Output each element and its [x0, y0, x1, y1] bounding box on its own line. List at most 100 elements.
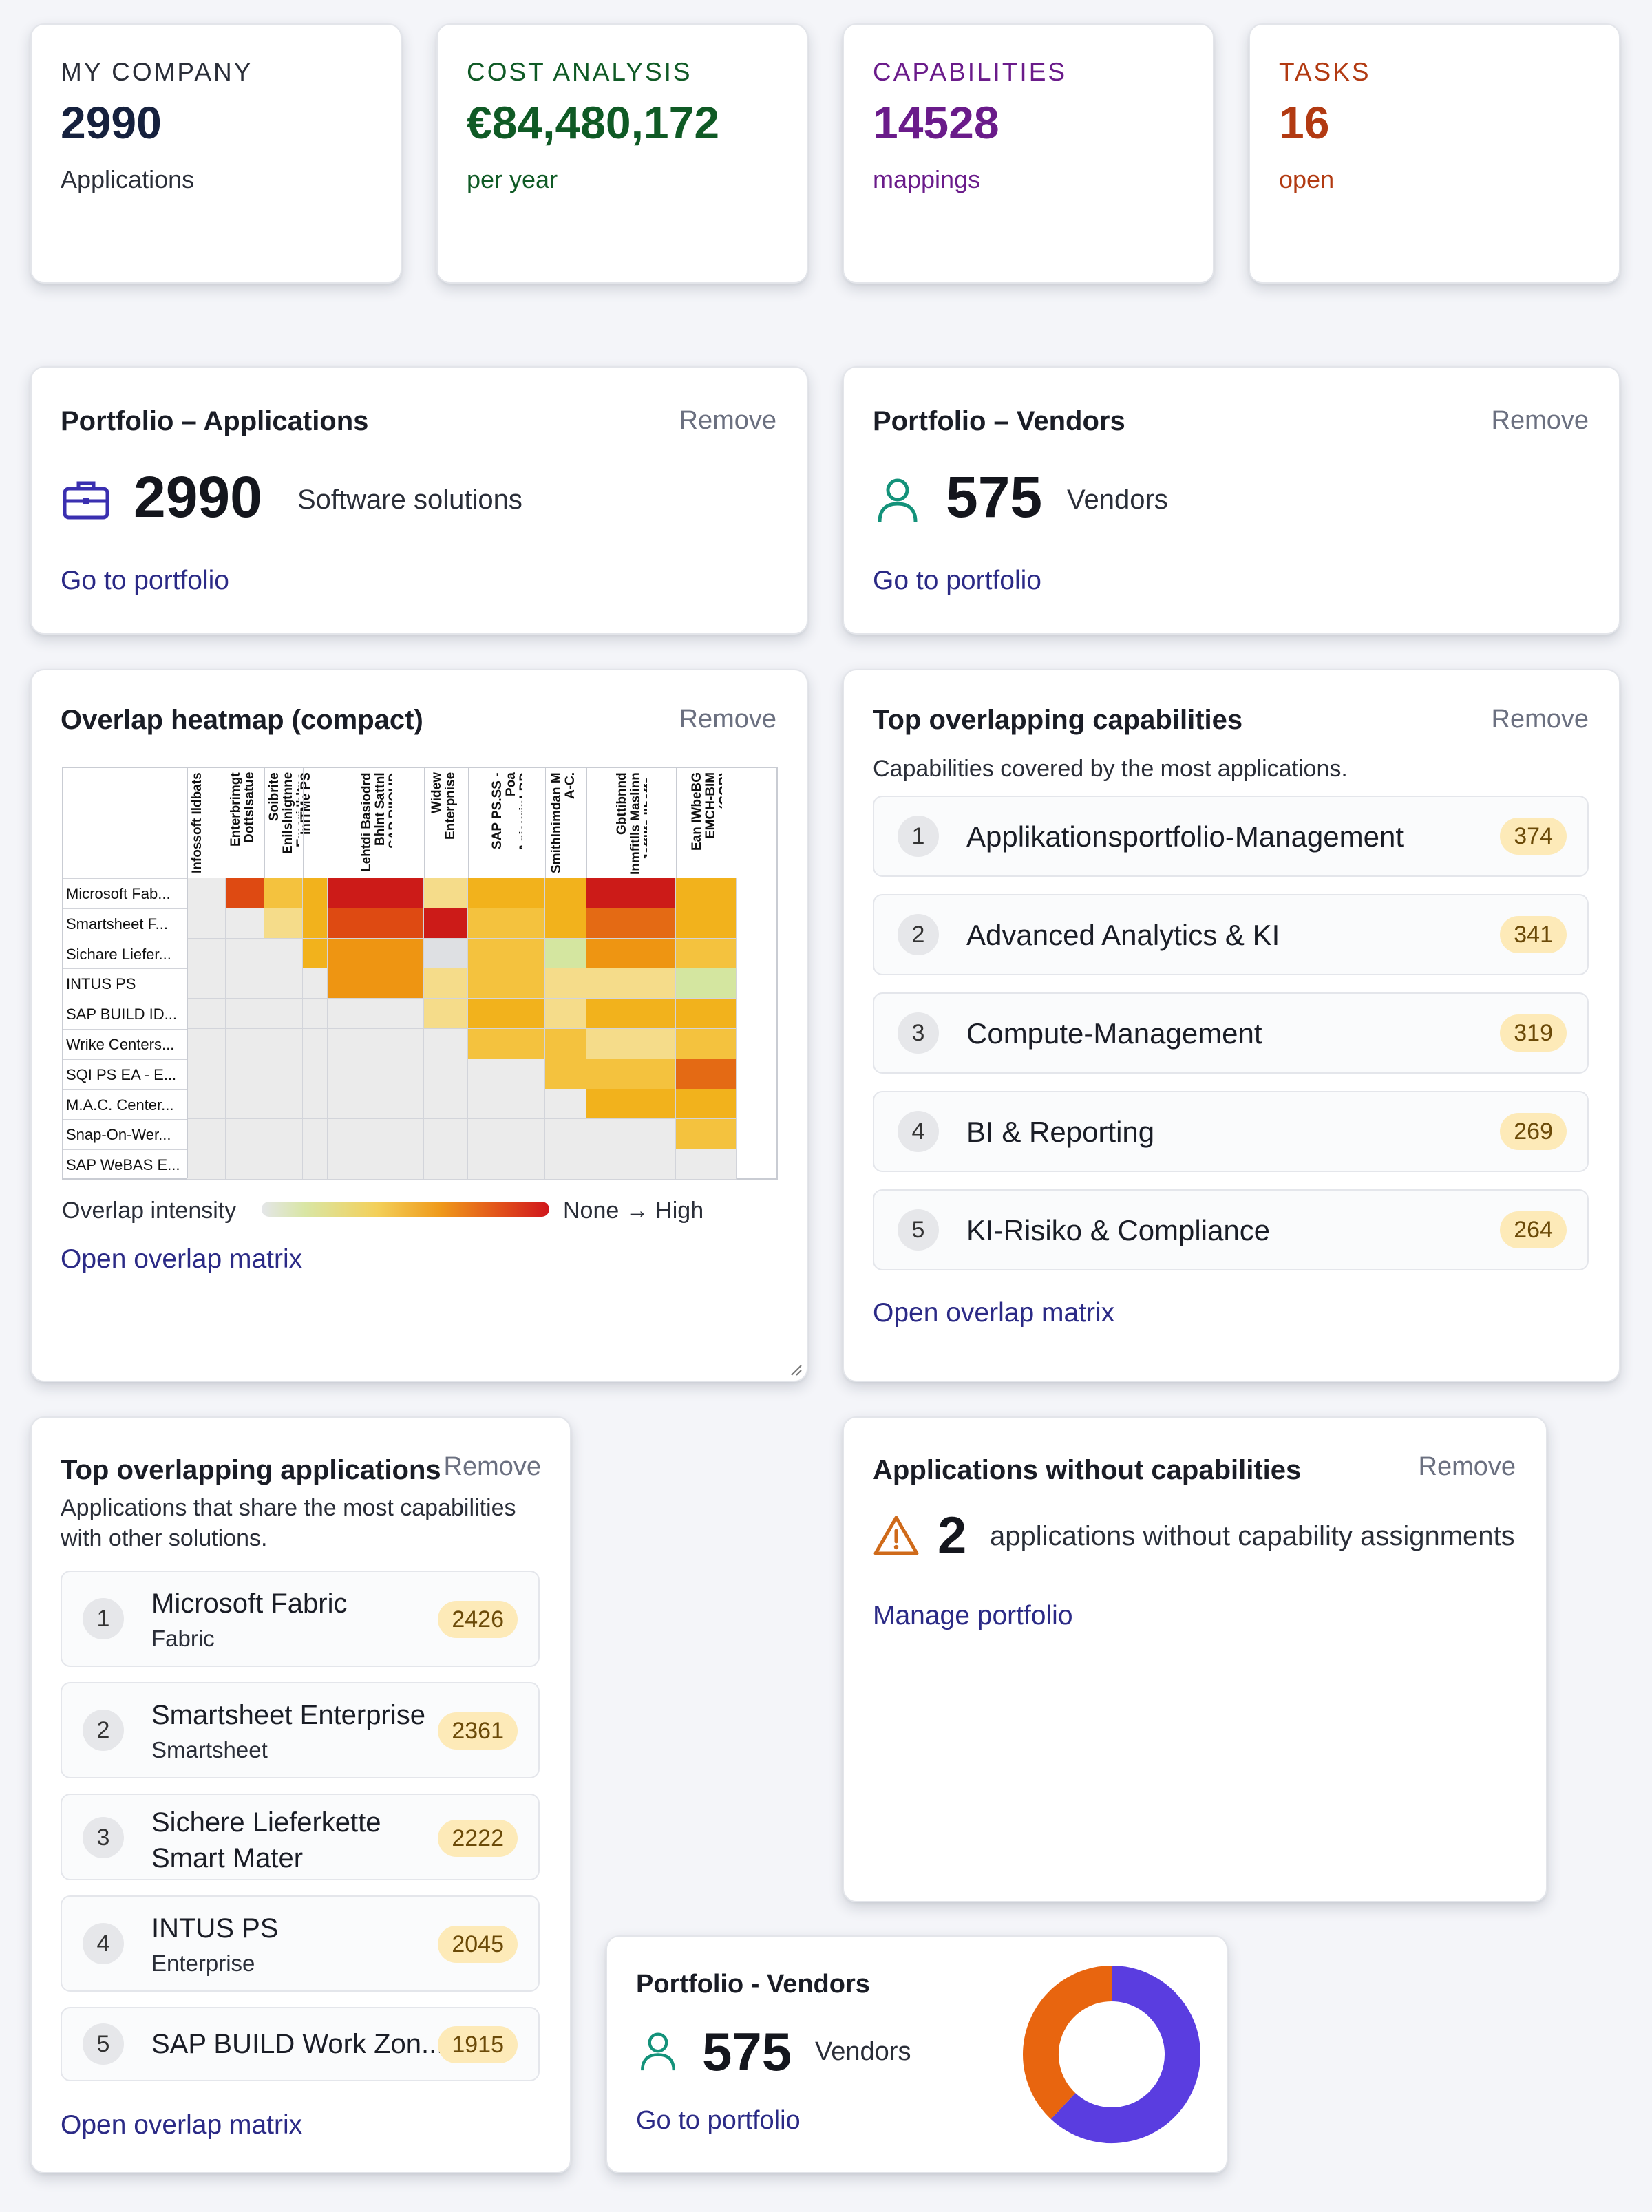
- heatmap-cell[interactable]: [328, 1149, 424, 1180]
- go-to-portfolio-link[interactable]: Go to portfolio: [873, 566, 1041, 595]
- heatmap-cell[interactable]: [468, 908, 545, 939]
- heatmap-cell[interactable]: [545, 1119, 586, 1150]
- heatmap-cell[interactable]: [303, 1029, 328, 1059]
- heatmap-cell[interactable]: [226, 938, 264, 969]
- heatmap-cell[interactable]: [545, 938, 586, 969]
- remove-button[interactable]: Remove: [1491, 705, 1589, 734]
- heatmap-cell[interactable]: [586, 1119, 676, 1150]
- open-overlap-matrix-link[interactable]: Open overlap matrix: [873, 1298, 1115, 1328]
- heatmap-cell[interactable]: [468, 1029, 545, 1059]
- heatmap-cell[interactable]: [586, 878, 676, 908]
- heatmap-cell[interactable]: [676, 878, 737, 908]
- heatmap-cell[interactable]: [424, 1089, 468, 1120]
- heatmap-cell[interactable]: [303, 999, 328, 1029]
- list-item[interactable]: 2 Advanced Analytics & KI 341: [873, 894, 1589, 975]
- heatmap-cell[interactable]: [187, 908, 226, 939]
- heatmap-cell[interactable]: [187, 878, 226, 908]
- heatmap-cell[interactable]: [545, 999, 586, 1029]
- heatmap-cell[interactable]: [424, 968, 468, 999]
- heatmap-cell[interactable]: [424, 1029, 468, 1059]
- resize-handle-icon[interactable]: [787, 1361, 803, 1376]
- heatmap-cell[interactable]: [676, 1089, 737, 1120]
- heatmap-cell[interactable]: [468, 878, 545, 908]
- list-item[interactable]: 2 Smartsheet Enterprise Smartsheet 2361: [61, 1682, 540, 1778]
- heatmap-cell[interactable]: [328, 1029, 424, 1059]
- heatmap-cell[interactable]: [424, 1119, 468, 1150]
- go-to-portfolio-link[interactable]: Go to portfolio: [636, 2106, 801, 2135]
- heatmap-cell[interactable]: [586, 1089, 676, 1120]
- heatmap-cell[interactable]: [586, 1149, 676, 1180]
- list-item[interactable]: 3 Sichere Lieferkette Smart Mater 2222: [61, 1794, 540, 1880]
- heatmap-cell[interactable]: [545, 878, 586, 908]
- heatmap-cell[interactable]: [424, 938, 468, 969]
- heatmap-cell[interactable]: [187, 1089, 226, 1120]
- heatmap-cell[interactable]: [328, 1119, 424, 1150]
- heatmap-cell[interactable]: [187, 1059, 226, 1089]
- heatmap-cell[interactable]: [226, 1149, 264, 1180]
- heatmap-cell[interactable]: [187, 1119, 226, 1150]
- heatmap-cell[interactable]: [586, 968, 676, 999]
- heatmap-cell[interactable]: [545, 1059, 586, 1089]
- heatmap-cell[interactable]: [468, 1149, 545, 1180]
- heatmap-cell[interactable]: [545, 1149, 586, 1180]
- heatmap-cell[interactable]: [187, 999, 226, 1029]
- heatmap-cell[interactable]: [187, 1029, 226, 1059]
- heatmap-cell[interactable]: [303, 908, 328, 939]
- heatmap-cell[interactable]: [586, 938, 676, 969]
- heatmap-cell[interactable]: [545, 968, 586, 999]
- heatmap-cell[interactable]: [264, 999, 303, 1029]
- heatmap-cell[interactable]: [303, 878, 328, 908]
- heatmap-cell[interactable]: [586, 999, 676, 1029]
- list-item[interactable]: 5 KI-Risiko & Compliance 264: [873, 1189, 1589, 1270]
- heatmap-cell[interactable]: [586, 1059, 676, 1089]
- heatmap-cell[interactable]: [424, 908, 468, 939]
- heatmap-cell[interactable]: [264, 1119, 303, 1150]
- remove-button[interactable]: Remove: [679, 406, 777, 435]
- heatmap-cell[interactable]: [226, 1119, 264, 1150]
- heatmap-cell[interactable]: [187, 1149, 226, 1180]
- heatmap-cell[interactable]: [328, 999, 424, 1029]
- list-item[interactable]: 4 INTUS PS Enterprise 2045: [61, 1895, 540, 1992]
- heatmap-cell[interactable]: [303, 1059, 328, 1089]
- heatmap-cell[interactable]: [328, 968, 424, 999]
- heatmap-cell[interactable]: [303, 1089, 328, 1120]
- heatmap-cell[interactable]: [303, 968, 328, 999]
- heatmap-cell[interactable]: [264, 1089, 303, 1120]
- heatmap-cell[interactable]: [468, 1119, 545, 1150]
- heatmap-cell[interactable]: [424, 999, 468, 1029]
- heatmap-cell[interactable]: [264, 878, 303, 908]
- open-overlap-matrix-link[interactable]: Open overlap matrix: [61, 2110, 303, 2140]
- heatmap-cell[interactable]: [676, 1059, 737, 1089]
- heatmap-cell[interactable]: [264, 968, 303, 999]
- heatmap-cell[interactable]: [586, 1029, 676, 1059]
- kpi-card-my-company[interactable]: MY COMPANY 2990 Applications: [30, 23, 402, 284]
- heatmap-cell[interactable]: [264, 1029, 303, 1059]
- list-item[interactable]: 5 SAP BUILD Work Zon... 1915: [61, 2007, 540, 2081]
- heatmap-cell[interactable]: [226, 1059, 264, 1089]
- heatmap-cell[interactable]: [468, 1059, 545, 1089]
- heatmap-cell[interactable]: [328, 1089, 424, 1120]
- heatmap-cell[interactable]: [303, 1149, 328, 1180]
- heatmap-cell[interactable]: [264, 1059, 303, 1089]
- heatmap-cell[interactable]: [676, 968, 737, 999]
- open-overlap-matrix-link[interactable]: Open overlap matrix: [61, 1244, 303, 1274]
- kpi-card-tasks[interactable]: TASKS 16 open: [1249, 23, 1620, 284]
- heatmap-cell[interactable]: [424, 878, 468, 908]
- heatmap-cell[interactable]: [328, 908, 424, 939]
- heatmap-cell[interactable]: [424, 1149, 468, 1180]
- heatmap-cell[interactable]: [545, 908, 586, 939]
- heatmap-cell[interactable]: [545, 1089, 586, 1120]
- heatmap-cell[interactable]: [226, 968, 264, 999]
- heatmap-cell[interactable]: [676, 1149, 737, 1180]
- heatmap-cell[interactable]: [676, 908, 737, 939]
- heatmap-cell[interactable]: [328, 938, 424, 969]
- heatmap-cell[interactable]: [676, 999, 737, 1029]
- heatmap-cell[interactable]: [424, 1059, 468, 1089]
- heatmap-cell[interactable]: [303, 1119, 328, 1150]
- heatmap-cell[interactable]: [264, 908, 303, 939]
- heatmap-cell[interactable]: [187, 968, 226, 999]
- heatmap-cell[interactable]: [226, 999, 264, 1029]
- list-item[interactable]: 3 Compute-Management 319: [873, 992, 1589, 1074]
- heatmap-cell[interactable]: [264, 938, 303, 969]
- heatmap-cell[interactable]: [586, 908, 676, 939]
